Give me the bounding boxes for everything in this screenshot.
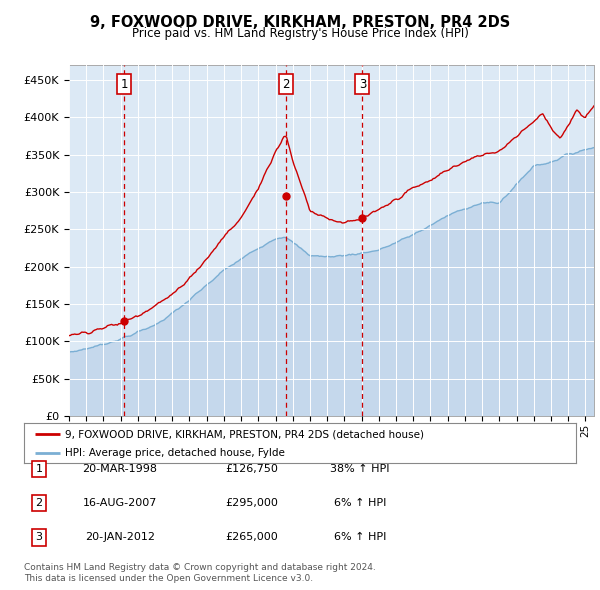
Text: 2: 2 <box>283 78 290 91</box>
Text: £265,000: £265,000 <box>226 533 278 542</box>
Text: 3: 3 <box>35 533 43 542</box>
Text: 20-MAR-1998: 20-MAR-1998 <box>83 464 157 474</box>
Text: 2: 2 <box>35 499 43 508</box>
Text: HPI: Average price, detached house, Fylde: HPI: Average price, detached house, Fyld… <box>65 448 285 458</box>
Text: 1: 1 <box>121 78 128 91</box>
Text: 3: 3 <box>359 78 366 91</box>
Text: 1: 1 <box>35 464 43 474</box>
Text: Price paid vs. HM Land Registry's House Price Index (HPI): Price paid vs. HM Land Registry's House … <box>131 27 469 40</box>
Text: 20-JAN-2012: 20-JAN-2012 <box>85 533 155 542</box>
Text: 38% ↑ HPI: 38% ↑ HPI <box>330 464 390 474</box>
Text: 6% ↑ HPI: 6% ↑ HPI <box>334 499 386 508</box>
Text: 16-AUG-2007: 16-AUG-2007 <box>83 499 157 508</box>
Text: This data is licensed under the Open Government Licence v3.0.: This data is licensed under the Open Gov… <box>24 573 313 583</box>
Text: 9, FOXWOOD DRIVE, KIRKHAM, PRESTON, PR4 2DS: 9, FOXWOOD DRIVE, KIRKHAM, PRESTON, PR4 … <box>90 15 510 30</box>
Text: Contains HM Land Registry data © Crown copyright and database right 2024.: Contains HM Land Registry data © Crown c… <box>24 563 376 572</box>
Text: 9, FOXWOOD DRIVE, KIRKHAM, PRESTON, PR4 2DS (detached house): 9, FOXWOOD DRIVE, KIRKHAM, PRESTON, PR4 … <box>65 430 424 440</box>
Text: 6% ↑ HPI: 6% ↑ HPI <box>334 533 386 542</box>
Text: £126,750: £126,750 <box>226 464 278 474</box>
Text: £295,000: £295,000 <box>226 499 278 508</box>
